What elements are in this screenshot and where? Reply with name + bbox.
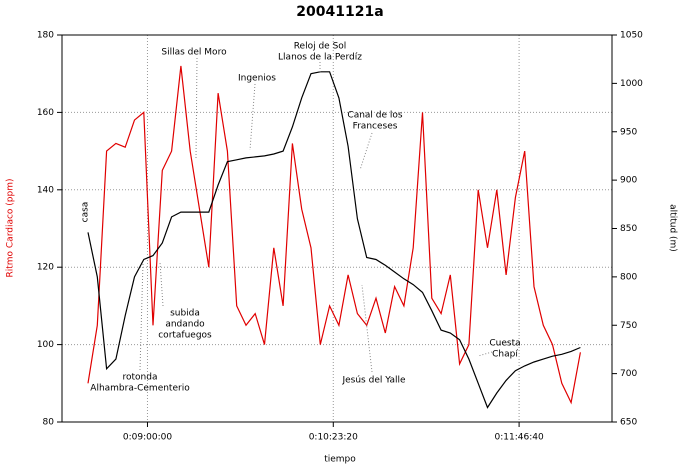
annotation: Reloj de Sol [294, 42, 347, 52]
y-tick-label: 100 [37, 340, 54, 350]
y2-tick-label: 700 [620, 369, 637, 379]
y2-tick-label: 850 [620, 224, 637, 234]
annotation: subida [170, 309, 200, 319]
y-tick-label: 140 [37, 185, 54, 195]
series-line [87, 71, 581, 409]
plot-frame [61, 34, 613, 423]
annotation: casa [81, 202, 91, 223]
annotation: Llanos de la Perdíz [278, 53, 362, 63]
annotation: Sillas del Moro [161, 48, 227, 58]
x-tick-label: 0:10:23:20 [309, 433, 358, 443]
x-axis-label: tiempo [324, 455, 356, 465]
y2-tick-label: 750 [620, 321, 637, 331]
annotation-leader [139, 261, 144, 371]
y-tick-label: 180 [37, 31, 54, 41]
annotation: Franceses [353, 122, 398, 132]
annotation: Canal de los [347, 111, 402, 121]
y2-tick-label: 650 [620, 418, 637, 428]
annotation: Alhambra-Cementerio [90, 384, 190, 394]
x-tick-label: 0:11:46:40 [495, 433, 544, 443]
annotation: andando [165, 320, 205, 330]
annotation-leader [359, 132, 373, 171]
annotation: cortafuegos [158, 331, 212, 341]
annotation-leader [249, 83, 256, 151]
x-tick-label: 0:09:00:00 [123, 433, 172, 443]
annotation: Cuesta [489, 339, 520, 349]
y2-tick-label: 900 [620, 176, 637, 186]
annotation: Jesús del Yalle [341, 376, 406, 386]
y-tick-label: 160 [37, 108, 54, 118]
y2-tick-label: 800 [620, 272, 637, 282]
annotation-leader [361, 284, 373, 373]
series-line [87, 65, 581, 405]
annotation-leader [195, 57, 198, 161]
y2-tick-label: 950 [620, 127, 637, 137]
y-tick-label: 80 [43, 418, 55, 428]
annotation: Chapí [492, 350, 518, 360]
chart-title: 20041121a [296, 4, 383, 20]
annotation-leader [477, 351, 493, 357]
y2-tick-label: 1050 [620, 31, 643, 41]
annotation: rotonda [123, 373, 158, 383]
y2-axis-label: altitud (m) [668, 204, 678, 252]
y-axis-label: Ritmo Cardiaco (ppm) [6, 178, 16, 277]
y-tick-label: 120 [37, 263, 54, 273]
y2-tick-label: 1000 [620, 79, 643, 89]
annotation-leader [159, 261, 164, 307]
annotation: Ingenios [238, 74, 276, 84]
